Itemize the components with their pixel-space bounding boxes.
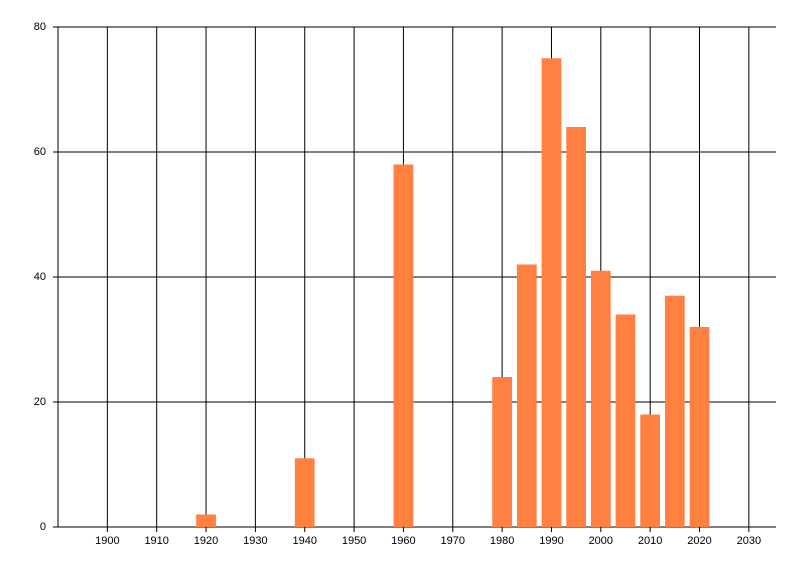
bar — [664, 295, 685, 527]
bar — [492, 377, 512, 527]
x-tick-label: 2020 — [687, 535, 711, 547]
x-tick-label: 1900 — [95, 535, 119, 547]
bar — [566, 127, 587, 527]
x-tick-label: 2030 — [737, 535, 761, 547]
x-tick-label: 1970 — [441, 535, 465, 547]
bar — [393, 164, 414, 527]
y-tick-label: 0 — [40, 521, 46, 533]
bar — [516, 264, 537, 527]
x-tick-label: 1940 — [292, 535, 316, 547]
x-tick-label: 1930 — [243, 535, 267, 547]
x-tick-label: 1990 — [539, 535, 563, 547]
x-tick-label: 2000 — [589, 535, 613, 547]
bar — [689, 327, 710, 527]
x-tick-label: 1960 — [391, 535, 415, 547]
bar — [294, 458, 315, 527]
x-tick-label: 1950 — [342, 535, 366, 547]
bar — [590, 270, 611, 527]
bar — [640, 414, 661, 527]
y-tick-label: 60 — [34, 146, 46, 158]
y-tick-label: 40 — [34, 271, 46, 283]
x-tick-label: 1980 — [490, 535, 514, 547]
bar — [541, 58, 562, 527]
y-tick-label: 80 — [34, 21, 46, 33]
x-tick-label: 2010 — [638, 535, 662, 547]
bar — [196, 514, 216, 527]
x-tick-label: 1920 — [194, 535, 218, 547]
y-tick-label: 20 — [34, 396, 46, 408]
bar — [615, 314, 636, 527]
x-tick-label: 1910 — [144, 535, 168, 547]
